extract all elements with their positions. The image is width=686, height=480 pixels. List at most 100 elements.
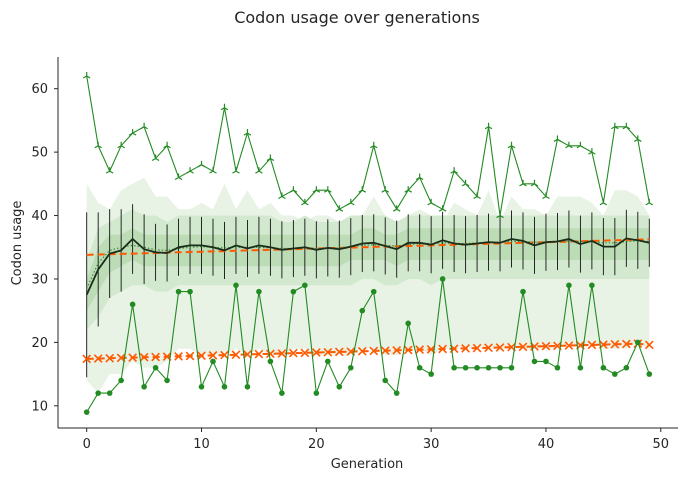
tri-stroke <box>648 202 654 206</box>
max-point <box>484 122 493 130</box>
trend-low-point <box>231 350 241 360</box>
min-point <box>325 358 331 365</box>
min-point <box>520 288 526 295</box>
tri-stroke <box>86 75 91 79</box>
trend-low-point <box>311 348 321 357</box>
tri-stroke <box>396 208 401 212</box>
tri-stroke <box>117 145 122 149</box>
max-point <box>324 186 332 193</box>
max-point <box>622 122 631 130</box>
cross-stroke <box>174 351 183 361</box>
cross-stroke <box>185 351 195 361</box>
cross-stroke <box>380 346 390 355</box>
cross-stroke <box>82 354 92 364</box>
max-point <box>611 122 619 130</box>
max-point <box>507 141 516 149</box>
tri-stroke <box>530 183 535 187</box>
trend-low-point <box>323 347 333 357</box>
max-point <box>312 186 321 193</box>
tri-stroke <box>496 215 501 219</box>
tri-stroke <box>438 208 443 212</box>
cross-stroke <box>507 342 516 352</box>
max-point <box>542 192 550 200</box>
cross-stroke <box>139 352 149 362</box>
chart-title: Codon usage over generations <box>234 8 480 27</box>
max-point <box>381 186 390 193</box>
max-point <box>186 167 194 174</box>
cross-stroke <box>151 352 160 362</box>
tri-stroke <box>427 202 432 206</box>
min-point <box>474 364 480 371</box>
max-point <box>174 173 183 181</box>
max-point <box>140 122 148 130</box>
y-tick-label: 10 <box>31 399 48 414</box>
x-tick-label: 20 <box>308 437 325 452</box>
min-point <box>497 364 503 371</box>
max-point <box>220 103 229 111</box>
tri-stroke <box>155 157 160 161</box>
tri-stroke <box>453 170 458 174</box>
max-point <box>565 141 573 149</box>
min-point <box>543 358 549 365</box>
cross-stroke <box>208 351 218 360</box>
max-point <box>519 179 527 187</box>
max-point <box>128 129 137 136</box>
trend-low-point <box>266 349 275 359</box>
trend-low-point <box>357 346 367 356</box>
tri-stroke <box>324 189 329 193</box>
tri-stroke <box>645 202 650 206</box>
tri-stroke <box>499 215 504 219</box>
tri-stroke <box>384 189 390 193</box>
cross-stroke <box>564 341 574 350</box>
min-point <box>393 390 400 396</box>
max-point <box>473 192 481 200</box>
cross-stroke <box>357 346 367 356</box>
tri-stroke <box>174 176 179 181</box>
max-point <box>553 135 562 142</box>
cross-stroke <box>495 343 505 352</box>
max-point <box>278 192 286 200</box>
tri-stroke <box>220 107 225 111</box>
y-tick-label: 50 <box>31 146 48 161</box>
tri-stroke <box>255 170 260 174</box>
max-point <box>209 167 217 174</box>
tri-stroke <box>189 170 194 174</box>
trend-low-point <box>185 351 195 361</box>
tri-stroke <box>542 196 547 200</box>
max-point <box>358 186 367 193</box>
tri-stroke <box>212 170 217 174</box>
tri-stroke <box>603 202 608 206</box>
max-point <box>392 205 401 212</box>
trend-low-point <box>461 344 470 353</box>
max-point <box>289 186 298 193</box>
cross-stroke <box>518 342 528 352</box>
tri-stroke <box>132 132 137 136</box>
mean-line <box>85 237 650 296</box>
tri-stroke <box>301 202 306 206</box>
tri-stroke <box>591 151 596 155</box>
cross-stroke <box>197 351 206 361</box>
tri-stroke <box>476 196 481 200</box>
trend-low-point <box>174 351 183 361</box>
cross-stroke <box>311 348 321 357</box>
min-point <box>382 377 389 384</box>
min-point <box>302 282 308 289</box>
tri-stroke <box>507 145 512 149</box>
cross-stroke <box>541 341 551 351</box>
y-tick-label: 30 <box>31 272 48 287</box>
min-point <box>290 288 297 295</box>
cross-stroke <box>587 340 597 350</box>
min-point <box>370 288 377 295</box>
max-point <box>438 205 447 212</box>
cross-stroke <box>220 350 229 360</box>
tri-stroke <box>392 208 398 212</box>
max-point <box>232 167 240 174</box>
min-point <box>600 364 607 371</box>
cross-stroke <box>644 340 654 350</box>
tri-stroke <box>369 145 375 149</box>
cross-stroke <box>116 353 126 363</box>
y-tick-label: 60 <box>31 82 48 97</box>
trend-low-point <box>644 340 654 350</box>
tri-stroke <box>415 176 420 181</box>
min-point <box>279 390 285 396</box>
